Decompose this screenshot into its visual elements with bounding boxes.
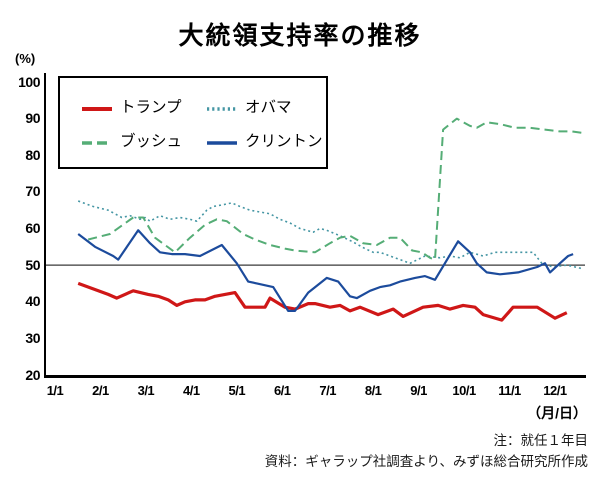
legend-item-obama: オバマ bbox=[207, 98, 367, 118]
legend-swatch-clinton-line bbox=[207, 141, 237, 145]
x-tick-label: 7/1 bbox=[319, 383, 336, 398]
x-tick-label: 9/1 bbox=[410, 383, 427, 398]
legend-label-obama: オバマ bbox=[245, 99, 292, 116]
y-tick-label: 70 bbox=[25, 183, 40, 200]
y-tick-label: 50 bbox=[25, 256, 40, 273]
x-tick-label: 12/1 bbox=[543, 383, 567, 398]
legend-label-bush: ブッシュ bbox=[120, 133, 183, 150]
y-tick-label: 30 bbox=[25, 329, 40, 346]
series-line-clinton bbox=[77, 229, 574, 312]
note-line: 注：就任１年目 bbox=[493, 433, 589, 448]
chart-title: 大統領支持率の推移 bbox=[178, 22, 422, 50]
legend-swatch-bush-line bbox=[82, 141, 112, 145]
y-tick-label: 80 bbox=[25, 146, 40, 163]
y-tick-label: 40 bbox=[25, 293, 40, 310]
x-tick-label: 1/1 bbox=[46, 383, 64, 398]
x-tick-label: 3/1 bbox=[137, 383, 155, 398]
series-line-obama bbox=[77, 200, 584, 270]
legend-item-trump: トランプ bbox=[82, 98, 242, 118]
source-line: 資料：ギャラップ社調査より、みずほ総合研究所作成 bbox=[264, 454, 588, 469]
footnotes: 注：就任１年目 資料：ギャラップ社調査より、みずほ総合研究所作成 bbox=[265, 430, 588, 472]
legend-item-bush: ブッシュ bbox=[82, 132, 242, 152]
x-tick-label: 5/1 bbox=[228, 383, 246, 398]
x-tick-label: 4/1 bbox=[183, 383, 200, 398]
y-tick-label: 20 bbox=[25, 366, 40, 383]
legend-label-trump: トランプ bbox=[120, 99, 182, 116]
legend-item-clinton: クリントン bbox=[207, 132, 367, 152]
y-tick-label: 100 bbox=[18, 73, 40, 90]
x-tick-label: 2/1 bbox=[92, 383, 109, 398]
legend-swatch-obama-line bbox=[207, 107, 237, 111]
x-tick-label: 11/1 bbox=[498, 383, 521, 398]
x-tick-label: 8/1 bbox=[364, 383, 382, 398]
x-tick-label: 6/1 bbox=[273, 383, 291, 398]
y-tick-label: 60 bbox=[25, 220, 40, 236]
y-tick-label: 90 bbox=[25, 110, 40, 127]
series-line-bush bbox=[87, 117, 586, 261]
legend: トランプ オバマブッシュ クリントン bbox=[58, 76, 328, 169]
x-axis-unit-label: （月/日） bbox=[527, 405, 587, 421]
y-axis-unit-label: (%) bbox=[15, 51, 36, 66]
series-line-trump bbox=[77, 281, 568, 322]
legend-label-clinton: クリントン bbox=[245, 133, 323, 150]
legend-swatch-trump-line bbox=[82, 107, 112, 111]
x-tick-label: 10/1 bbox=[452, 383, 476, 398]
